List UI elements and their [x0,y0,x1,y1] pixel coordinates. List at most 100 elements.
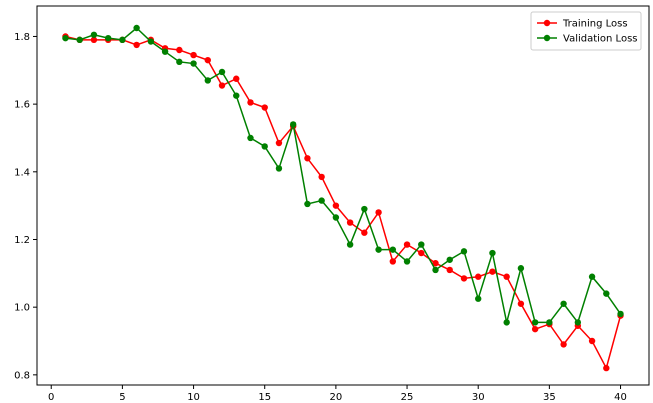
x-tick-label: 40 [614,392,627,403]
validation-loss-point [104,34,112,42]
training-loss-point [531,325,539,333]
validation-loss-point [190,60,197,67]
training-loss-point [446,266,453,274]
validation-loss-point [346,241,354,248]
training-loss-point [603,364,610,372]
training-loss-point [247,99,254,106]
training-loss-point [588,337,596,345]
validation-loss-point [403,258,411,265]
x-tick-label: 15 [258,392,271,403]
training-loss-point [460,275,468,282]
training-loss-point [204,56,211,64]
training-loss-point [176,46,183,54]
series-layer [62,24,624,372]
validation-loss-point [617,310,624,318]
validation-loss-point [489,249,496,257]
training-loss-point [389,258,397,265]
validation-loss-point [432,266,439,274]
y-axis: 0.8 1.0 1.2 1.4 1.6 1.8 [14,32,37,381]
training-loss-point [503,273,510,280]
validation-loss-point [76,36,83,44]
validation-loss-point [574,319,582,326]
validation-loss-line [65,26,622,325]
training-loss-point [332,202,340,209]
validation-loss-point [62,34,69,42]
training-loss-point [432,259,439,267]
legend-box [530,11,642,51]
training-loss-point [90,36,98,44]
legend-marker [543,34,551,42]
validation-loss-point [375,246,382,253]
training-loss-point [475,273,482,280]
training-loss-series [62,33,624,372]
validation-loss-point [147,38,155,45]
validation-loss-point [304,200,311,208]
legend-item: Validation Loss [537,34,638,45]
legend-marker [543,19,551,27]
validation-loss-point [546,319,553,326]
validation-loss-point [247,134,254,142]
x-tick-label: 0 [48,392,54,403]
legend-item: Training Loss [537,19,628,30]
y-tick-label: 1.6 [14,100,30,111]
validation-loss-point [332,214,340,221]
y-tick-label: 0.8 [14,370,30,381]
validation-loss-point [218,68,226,76]
training-loss-point [517,300,525,307]
training-loss-point [218,82,226,89]
training-loss-point [304,155,311,162]
validation-loss-point [389,246,397,253]
validation-loss-point [475,295,482,302]
validation-loss-point [90,31,98,38]
plot-area [36,5,650,386]
training-loss-point [233,75,240,82]
validation-loss-series [62,24,624,326]
training-loss-point [560,341,567,348]
x-tick-label: 20 [330,392,343,403]
validation-loss-point [133,24,140,32]
training-loss-point [133,41,140,49]
validation-loss-point [588,273,596,280]
validation-loss-point [161,48,169,55]
validation-loss-point [446,256,453,263]
x-axis: 0 5 10 15 20 25 30 35 40 [48,385,627,403]
x-tick-label: 10 [187,392,200,403]
training-loss-point [361,229,368,236]
validation-loss-point [318,197,325,204]
validation-loss-point [560,300,567,307]
x-tick-label: 25 [401,392,414,403]
y-tick-label: 1.4 [14,167,30,178]
validation-loss-point [233,92,240,99]
legend: Training Loss Validation Loss [530,11,642,51]
y-tick-label: 1.8 [14,32,30,43]
training-loss-point [190,51,197,59]
validation-loss-point [517,265,525,272]
training-loss-point [318,173,325,181]
legend-label: Validation Loss [563,34,638,45]
validation-loss-point [460,248,468,255]
legend-label: Training Loss [562,19,628,30]
y-tick-label: 1.2 [14,235,30,246]
validation-loss-point [531,319,539,326]
training-loss-point [346,219,354,226]
validation-loss-point [289,121,297,128]
validation-loss-point [275,165,283,172]
x-tick-label: 5 [119,392,125,403]
validation-loss-point [176,58,183,66]
validation-loss-point [361,205,368,213]
validation-loss-point [204,77,211,84]
training-loss-point [375,209,382,216]
training-loss-point [489,268,496,275]
validation-loss-point [261,143,268,150]
training-loss-line [65,35,622,371]
training-loss-point [403,241,411,248]
x-tick-label: 35 [543,392,556,403]
validation-loss-point [418,241,425,248]
validation-loss-point [119,36,126,44]
validation-loss-point [603,290,610,297]
training-loss-point [275,139,283,147]
training-loss-point [418,249,425,257]
x-tick-label: 30 [472,392,485,403]
validation-loss-point [503,319,510,326]
